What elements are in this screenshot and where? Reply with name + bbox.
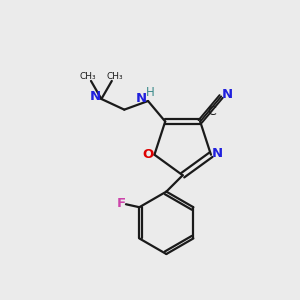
Text: F: F xyxy=(117,197,126,210)
Text: H: H xyxy=(146,86,155,99)
Text: CH₃: CH₃ xyxy=(106,72,123,81)
Text: N: N xyxy=(212,147,223,160)
Text: N: N xyxy=(222,88,233,101)
Text: O: O xyxy=(142,148,154,161)
Text: C: C xyxy=(207,105,216,118)
Text: N: N xyxy=(136,92,147,105)
Text: CH₃: CH₃ xyxy=(80,72,96,81)
Text: N: N xyxy=(89,90,100,104)
